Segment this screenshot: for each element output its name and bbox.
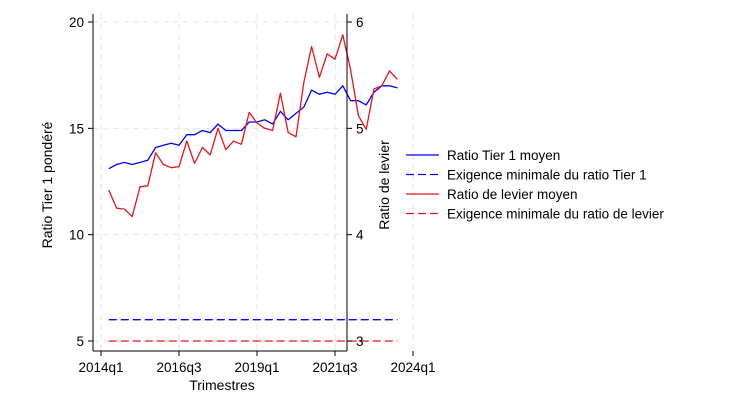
x-tick-label: 2014q1 bbox=[78, 360, 123, 375]
y-right-tick-label: 3 bbox=[356, 334, 364, 349]
legend-label: Exigence minimale du ratio Tier 1 bbox=[447, 168, 647, 183]
series-layer bbox=[108, 34, 398, 342]
legend-label: Ratio Tier 1 moyen bbox=[447, 148, 560, 163]
legend-label: Exigence minimale du ratio de levier bbox=[447, 207, 664, 222]
legend-label: Ratio de levier moyen bbox=[447, 187, 578, 202]
grid-lines bbox=[93, 14, 414, 351]
series-line-ratio-tier-1-moyen bbox=[108, 85, 398, 170]
x-tick-label: 2021q3 bbox=[312, 360, 357, 375]
legend: Ratio Tier 1 moyen Exigence minimale du r… bbox=[406, 148, 664, 222]
x-tick-label: 2016q3 bbox=[156, 360, 201, 375]
series-line-ratio-de-levier-moyen bbox=[108, 34, 398, 218]
x-axis-title: Trimestres bbox=[189, 377, 255, 393]
axes: 5 10 15 20 3 4 5 6 2014q1 2016q3 2019q1 2021q3 2024q… bbox=[69, 14, 436, 375]
y-right-tick-label: 4 bbox=[356, 228, 364, 243]
y-axis-right-title: Ratio de levier bbox=[376, 140, 392, 230]
y-left-tick-label: 20 bbox=[69, 15, 84, 30]
x-tick-label: 2024q1 bbox=[390, 360, 435, 375]
y-right-tick-label: 6 bbox=[356, 15, 364, 30]
x-tick-label: 2019q1 bbox=[234, 360, 279, 375]
y-axis-left-title: Ratio Tier 1 pondéré bbox=[39, 121, 55, 248]
y-left-tick-label: 5 bbox=[76, 334, 84, 349]
y-left-tick-label: 10 bbox=[69, 228, 84, 243]
y-right-tick-label: 5 bbox=[356, 121, 364, 136]
y-left-tick-label: 15 bbox=[69, 121, 84, 136]
